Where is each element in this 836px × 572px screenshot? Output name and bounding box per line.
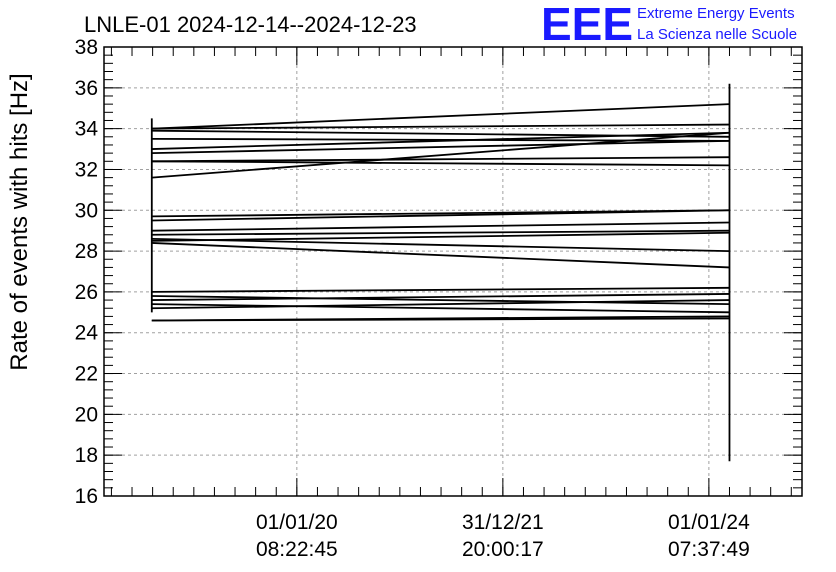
x-tick-date: 31/12/21	[462, 511, 544, 534]
plot-frame	[103, 46, 803, 497]
axes	[103, 46, 803, 497]
series-line	[151, 123, 730, 130]
y-tick-label: 26	[75, 281, 98, 304]
series-line	[151, 131, 730, 150]
y-tick-label: 20	[75, 403, 98, 426]
series-line	[151, 103, 730, 130]
y-tick-label: 16	[75, 485, 98, 508]
y-tick-label: 22	[75, 363, 98, 386]
x-tick-time: 20:00:17	[462, 538, 544, 561]
x-tick-time: 08:22:45	[256, 538, 338, 561]
series-line	[151, 131, 730, 179]
series-line	[151, 293, 730, 301]
series-line	[151, 231, 730, 242]
y-tick-label: 34	[75, 118, 99, 141]
series-line	[151, 229, 730, 236]
series-line	[151, 317, 730, 322]
y-tick-label: 36	[75, 77, 98, 100]
series-line	[151, 286, 730, 293]
logo-line-2: La Scienza nelle Scuole	[637, 26, 797, 43]
y-tick-label: 18	[75, 444, 98, 467]
series-line	[151, 160, 730, 167]
x-tick-date: 01/01/20	[256, 511, 338, 534]
y-tick-label: 24	[75, 322, 99, 345]
y-tick-label: 28	[75, 240, 98, 263]
logo-line-1: Extreme Energy Events	[637, 5, 795, 22]
series-line	[151, 221, 730, 232]
series-line	[151, 242, 730, 269]
y-tick-label: 30	[75, 199, 98, 222]
series-line	[151, 139, 730, 155]
y-tick-label: 32	[75, 158, 98, 181]
series-line	[151, 299, 730, 310]
logo-mark: EEE	[541, 0, 633, 50]
series-lines	[150, 83, 731, 462]
x-tick-time: 07:37:49	[668, 538, 750, 561]
series-line	[151, 209, 730, 222]
chart-title: LNLE-01 2024-12-14--2024-12-23	[84, 12, 417, 37]
series-line	[151, 156, 730, 163]
grid	[104, 47, 802, 496]
tick-labels: 16 18 20 22 24 26 28 30 32 34 36 38 01/01/20 08:22:45…	[75, 36, 750, 561]
x-tick-date: 01/01/24	[668, 511, 750, 534]
logo: EEE Extreme Energy Events La Scienza nel…	[541, 0, 797, 50]
series-line	[151, 237, 730, 252]
y-tick-label: 38	[75, 36, 98, 59]
series-line	[151, 303, 730, 314]
y-axis-label: Rate of events with hits [Hz]	[6, 73, 33, 370]
series-line	[151, 295, 730, 306]
